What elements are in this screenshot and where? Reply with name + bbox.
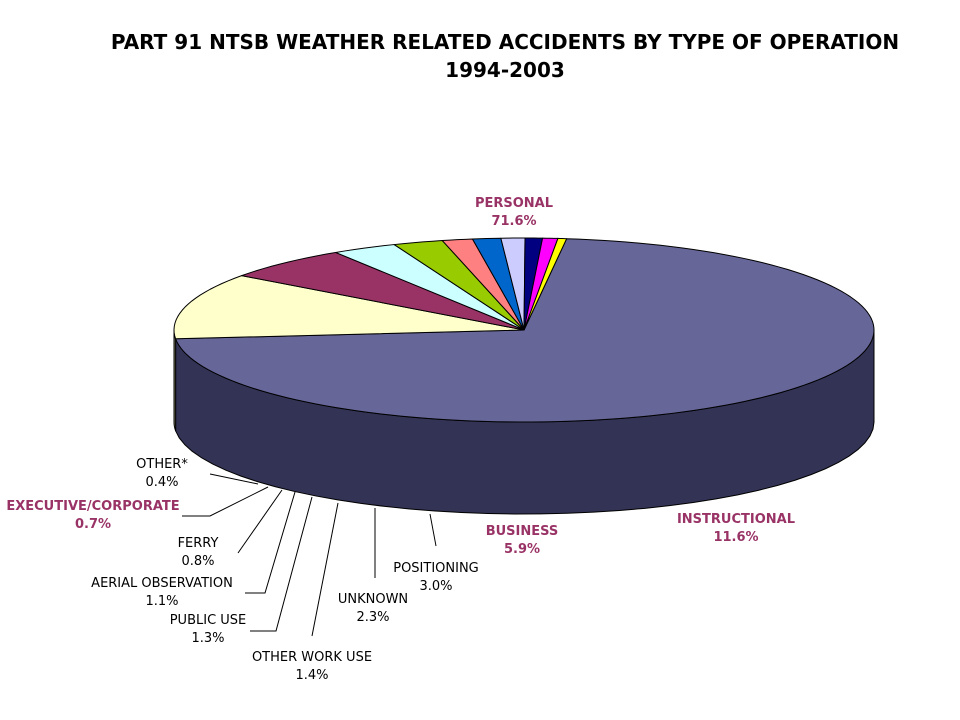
value-instructional: 11.6% [713,530,758,545]
slice-labels: PERSONAL 71.6% INSTRUCTIONAL 11.6% BUSINESS 5… [6,196,795,683]
value-public-use: 1.3% [191,631,224,646]
label-public-use: PUBLIC USE [170,613,247,628]
value-ferry: 0.8% [181,554,214,569]
leader-other-work-use [311,502,339,637]
label-positioning: POSITIONING [393,561,479,576]
label-unknown: UNKNOWN [338,592,408,607]
leader-aerial-observation [245,491,296,594]
label-aerial-observation: AERIAL OBSERVATION [91,576,233,591]
value-positioning: 3.0% [419,579,452,594]
chart-title-main: PART 91 NTSB WEATHER RELATED ACCIDENTS B… [110,30,900,54]
label-business: BUSINESS [486,524,559,539]
leader-other [209,473,259,485]
value-other: 0.4% [145,475,178,490]
value-unknown: 2.3% [356,610,389,625]
slice-positioning [335,244,525,331]
slice-other [523,237,568,331]
value-other-work-use: 1.4% [295,668,328,683]
label-other: OTHER* [136,457,188,472]
label-executive-corporate: EXECUTIVE/CORPORATE [6,499,179,514]
slice-business [241,251,525,331]
leader-ferry [237,489,283,554]
label-other-work-use: OTHER WORK USE [252,650,372,665]
chart-title: PART 91 NTSB WEATHER RELATED ACCIDENTS B… [0,28,960,84]
side-instructional [173,329,177,432]
slice-personal [175,238,875,423]
leader-public-use [250,496,313,632]
chart-subtitle: 1994-2003 [445,58,565,82]
value-business: 5.9% [504,542,540,557]
value-executive-corporate: 0.7% [75,517,111,532]
slice-instructional [173,275,525,340]
label-instructional: INSTRUCTIONAL [677,512,795,527]
label-ferry: FERRY [178,536,219,551]
leader-lines [182,473,437,637]
pie-top-slices [173,237,875,423]
label-personal: PERSONAL [475,196,553,211]
slice-unknown [393,240,525,331]
leader-positioning [429,513,437,547]
value-personal: 71.6% [491,214,536,229]
leader-executive-corporate [182,486,269,517]
value-aerial-observation: 1.1% [145,594,178,609]
